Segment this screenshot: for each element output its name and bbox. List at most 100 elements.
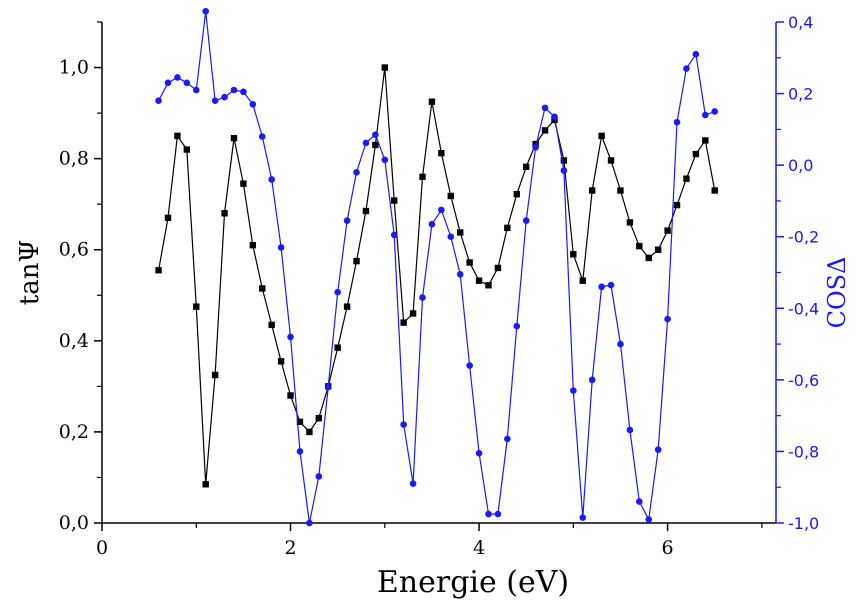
x-tick-label: 2 — [284, 537, 296, 559]
tan-psi-point — [353, 257, 360, 265]
cos-delta-point — [343, 217, 351, 224]
y-left-tick-label: 0,2 — [59, 421, 89, 443]
cos-delta-point — [334, 288, 341, 296]
axes-group: 0 2 4 6 0,0 0,2 0,4 0,6 0,8 1,0 -1,0 -0,8 -0,6 -0,4 -0… — [59, 13, 819, 559]
y-axis-label-right: COSΔ — [823, 257, 851, 329]
tan-psi-point — [428, 98, 436, 105]
tan-psi-point — [541, 127, 549, 134]
tan-psi-point — [211, 371, 219, 379]
cos-delta-point — [202, 7, 209, 15]
tan-psi-point — [230, 134, 238, 142]
cos-delta-point — [277, 244, 285, 251]
tan-psi-point — [362, 207, 370, 215]
tan-psi-point — [268, 321, 275, 329]
y-right-tick-label: 0,0 — [788, 156, 813, 175]
cos-delta-point — [475, 449, 483, 457]
tan-psi-point — [193, 303, 200, 310]
cos-delta-point — [211, 97, 219, 105]
cos-delta-point — [532, 143, 539, 151]
tan-psi-point — [296, 418, 304, 426]
tan-psi-point — [457, 229, 464, 236]
cos-delta-point — [456, 270, 464, 278]
x-tick-label: 6 — [662, 537, 674, 559]
tan-psi-point — [221, 210, 228, 217]
tan-psi-point — [419, 173, 426, 181]
tan-psi-point — [409, 310, 417, 317]
cos-delta-point — [494, 510, 502, 518]
tan-psi-point — [306, 428, 313, 436]
cos-delta-point — [607, 281, 615, 289]
cos-delta-point — [485, 510, 492, 518]
cos-delta-point — [466, 362, 473, 369]
cos-delta-point — [570, 387, 577, 394]
tan-psi-point — [391, 197, 398, 204]
cos-delta-point — [504, 435, 511, 443]
y-left-tick-label: 0,6 — [59, 239, 89, 261]
tan-psi-point — [513, 190, 520, 198]
y-right-tick-label: -0,6 — [788, 371, 819, 390]
tan-psi-point — [381, 64, 388, 71]
tan-psi-point — [343, 303, 351, 310]
cos-delta-point — [541, 104, 549, 112]
y-left-tick-label: 1,0 — [59, 57, 89, 79]
cos-delta-point — [230, 86, 238, 94]
tan-psi-point — [259, 285, 266, 292]
cos-delta-point — [428, 220, 436, 228]
tan-psi-point — [475, 277, 483, 284]
cos-delta-point — [381, 156, 389, 164]
y-axis-label-left: tanΨ — [15, 240, 45, 306]
cos-delta-point — [513, 322, 521, 330]
cos-delta-point — [551, 113, 558, 121]
tan-psi-point — [579, 277, 586, 284]
tan-psi-point — [494, 264, 502, 272]
tan-psi-point — [174, 132, 181, 140]
cos-delta-point — [306, 519, 313, 527]
tan-psi-point — [654, 246, 662, 253]
y-right-tick-label: -0,4 — [788, 299, 819, 318]
tan-psi-point — [447, 192, 454, 200]
tan-psi-point — [617, 187, 624, 194]
cos-delta-line — [158, 11, 715, 524]
tan-psi-point — [485, 282, 492, 289]
cos-delta-point — [645, 516, 653, 523]
tan-psi-point — [570, 251, 577, 258]
x-tick-label: 4 — [473, 537, 485, 559]
cos-delta-point — [258, 133, 266, 140]
cos-delta-point — [673, 118, 681, 126]
cos-delta-point — [438, 206, 445, 214]
cos-delta-point — [598, 283, 605, 291]
x-tick-label: 0 — [96, 537, 108, 559]
cos-delta-point — [579, 514, 587, 521]
tan-psi-point — [645, 254, 652, 262]
cos-delta-point — [522, 217, 530, 224]
cos-delta-point — [192, 86, 200, 94]
cos-delta-point — [249, 101, 257, 108]
tan-psi-point — [626, 219, 634, 226]
cos-delta-point — [626, 426, 634, 434]
y-right-tick-label: 0,4 — [788, 13, 813, 32]
cos-delta-point — [711, 108, 719, 115]
tan-psi-point — [400, 319, 407, 326]
tan-psi-point — [598, 132, 605, 140]
cos-delta-point — [353, 169, 360, 176]
tan-psi-point — [202, 481, 209, 488]
cos-delta-point — [268, 176, 275, 183]
tan-psi-line — [158, 67, 716, 485]
tan-psi-point — [334, 344, 341, 351]
cos-delta-point — [155, 97, 162, 105]
y-left-tick-label: 0,0 — [59, 512, 89, 534]
tan-psi-point — [588, 187, 596, 194]
cos-delta-point — [183, 79, 191, 87]
cos-delta-point — [664, 315, 671, 323]
tan-psi-point — [155, 267, 162, 274]
cos-delta-point — [174, 74, 181, 81]
tan-psi-point — [438, 149, 445, 157]
cos-delta-point — [221, 93, 228, 101]
tan-psi-point — [607, 157, 615, 164]
cos-delta-point — [164, 79, 172, 87]
cos-delta-point — [287, 333, 294, 341]
y-right-tick-label: -0,8 — [788, 442, 819, 461]
tan-psi-point — [664, 227, 671, 234]
cos-delta-point — [296, 448, 304, 455]
cos-delta-point — [362, 139, 370, 147]
